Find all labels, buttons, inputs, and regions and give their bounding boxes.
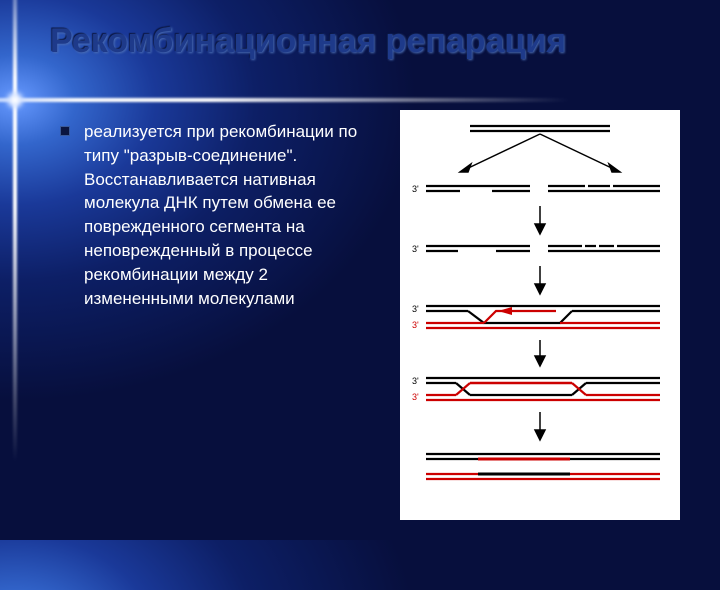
bullet-item: реализуется при рекомбинации по типу "ра… bbox=[60, 120, 370, 310]
lens-flare-vertical bbox=[13, 0, 17, 590]
panel-1: 3' bbox=[412, 184, 660, 194]
panel-5 bbox=[426, 454, 660, 479]
parent-dsdna bbox=[470, 126, 610, 131]
svg-text:3': 3' bbox=[412, 304, 419, 314]
fork-arrows bbox=[460, 134, 620, 172]
arrow-3 bbox=[535, 340, 545, 366]
panel-2: 3' bbox=[412, 244, 660, 254]
panel-3: 3' 3' bbox=[412, 304, 660, 330]
svg-text:3': 3' bbox=[412, 392, 419, 402]
lens-flare-horizontal bbox=[0, 98, 720, 102]
panel-4: 3' 3' bbox=[412, 376, 660, 402]
arrow-1 bbox=[535, 206, 545, 234]
body-text: реализуется при рекомбинации по типу "ра… bbox=[60, 120, 370, 310]
recombination-diagram: 3' 3' 3' 3' bbox=[400, 110, 680, 520]
bullet-marker bbox=[60, 126, 70, 136]
arrow-2 bbox=[535, 266, 545, 294]
svg-text:3': 3' bbox=[412, 244, 419, 254]
svg-text:3': 3' bbox=[412, 320, 419, 330]
svg-text:3': 3' bbox=[412, 184, 419, 194]
bullet-text: реализуется при рекомбинации по типу "ра… bbox=[84, 120, 370, 310]
arrow-4 bbox=[535, 412, 545, 440]
slide-title: Рекомбинационная репарация bbox=[50, 22, 566, 61]
svg-text:3': 3' bbox=[412, 376, 419, 386]
lens-flare-core bbox=[5, 90, 25, 110]
